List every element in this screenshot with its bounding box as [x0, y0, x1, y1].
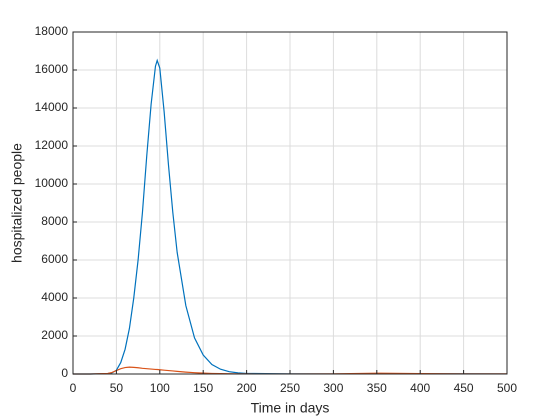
x-tick-label: 300	[323, 381, 343, 395]
y-axis-label: hospitalized people	[9, 143, 25, 263]
x-tick-label: 500	[497, 381, 517, 395]
x-tick-label: 200	[237, 381, 257, 395]
y-tick-label: 14000	[35, 100, 69, 114]
x-tick-label: 50	[110, 381, 124, 395]
x-axis-label: Time in days	[251, 400, 330, 416]
y-tick-label: 4000	[41, 290, 68, 304]
x-tick-label: 450	[454, 381, 474, 395]
x-tick-label: 0	[70, 381, 77, 395]
y-tick-label: 10000	[35, 176, 69, 190]
y-tick-label: 0	[61, 366, 68, 380]
x-tick-label: 350	[367, 381, 387, 395]
y-tick-label: 18000	[35, 24, 69, 38]
x-tick-label: 100	[150, 381, 170, 395]
y-tick-label: 16000	[35, 62, 69, 76]
y-tick-label: 12000	[35, 138, 69, 152]
x-tick-label: 250	[280, 381, 300, 395]
y-tick-label: 8000	[41, 214, 68, 228]
x-tick-label: 150	[193, 381, 213, 395]
x-tick-label: 400	[410, 381, 430, 395]
y-tick-label: 2000	[41, 328, 68, 342]
y-tick-label: 6000	[41, 252, 68, 266]
